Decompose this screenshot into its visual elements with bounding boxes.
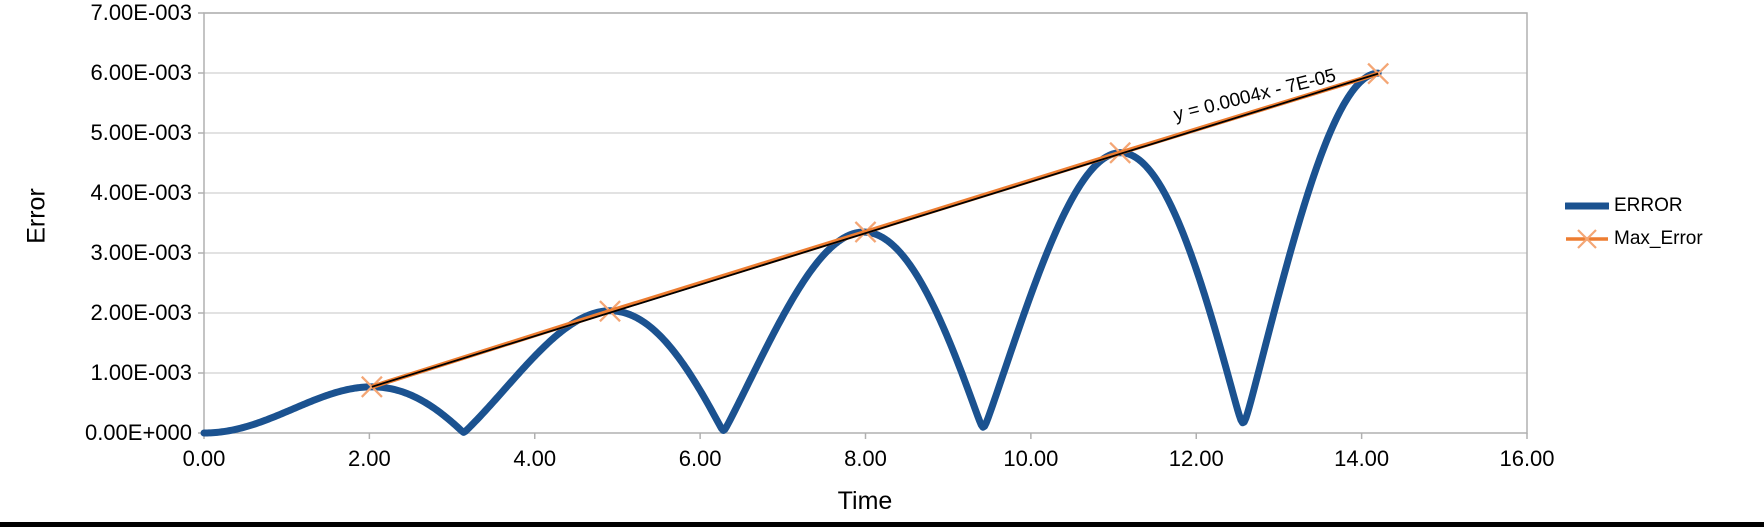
legend-entry-max-error[interactable]: Max_Error bbox=[1565, 227, 1703, 251]
x-tick-label: 6.00 bbox=[678, 446, 722, 471]
y-tick-label: 7.00E-003 bbox=[90, 0, 192, 25]
y-axis-title: Error bbox=[22, 188, 51, 244]
x-axis-title: Time bbox=[837, 487, 893, 515]
x-tick-label: 10.00 bbox=[1003, 446, 1059, 471]
y-tick-label: 2.00E-003 bbox=[90, 300, 192, 325]
legend: ERROR Max_Error bbox=[1565, 194, 1703, 251]
legend-label-error: ERROR bbox=[1614, 195, 1683, 216]
x-tick-label: 2.00 bbox=[347, 446, 391, 471]
plot-area[interactable] bbox=[204, 13, 1527, 433]
y-tick-label: 6.00E-003 bbox=[90, 60, 192, 85]
legend-entry-error[interactable]: ERROR bbox=[1565, 194, 1703, 218]
legend-error-line-icon bbox=[1565, 202, 1609, 210]
y-tick-label: 5.00E-003 bbox=[90, 120, 192, 145]
x-tick-label: 12.00 bbox=[1168, 446, 1224, 471]
x-tick-label: 16.00 bbox=[1499, 446, 1555, 471]
trendline[interactable] bbox=[371, 72, 1379, 388]
x-tick-label: 0.00 bbox=[182, 446, 226, 471]
x-tick-label: 14.00 bbox=[1334, 446, 1390, 471]
x-tick-label: 8.00 bbox=[844, 446, 887, 471]
legend-max-error-line-icon bbox=[1566, 229, 1608, 249]
error-series-line[interactable] bbox=[200, 69, 1382, 437]
y-tick-label: 0.00E+000 bbox=[84, 420, 192, 445]
window-bottom-edge bbox=[0, 522, 1764, 527]
x-tick-label: 4.00 bbox=[513, 446, 557, 471]
y-tick-label: 1.00E-003 bbox=[90, 360, 192, 385]
y-tick-label: 3.00E-003 bbox=[90, 240, 192, 265]
y-tick-label: 4.00E-003 bbox=[90, 180, 192, 205]
legend-label-max-error: Max_Error bbox=[1614, 228, 1703, 249]
